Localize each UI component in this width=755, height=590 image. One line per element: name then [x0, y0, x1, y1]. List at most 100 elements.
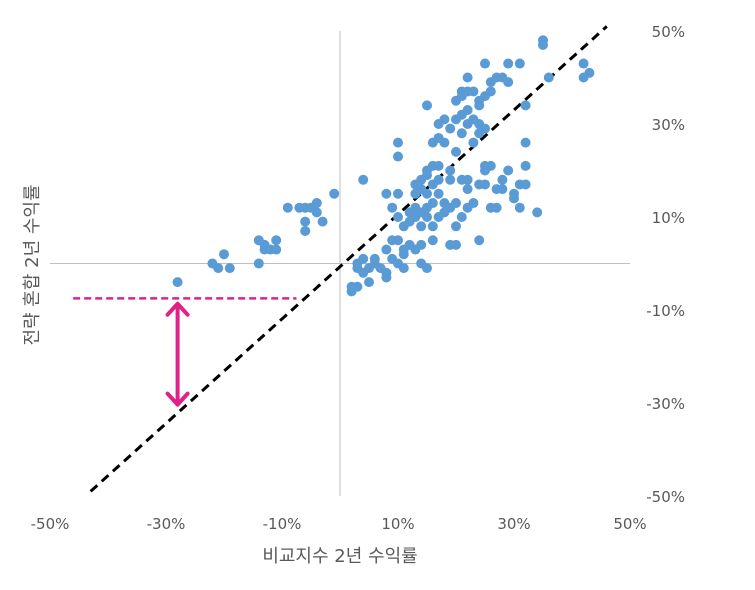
- data-point: [514, 58, 525, 69]
- data-point: [503, 165, 514, 176]
- data-point: [381, 188, 392, 199]
- data-point: [451, 198, 461, 209]
- y-tick-label: 50%: [652, 23, 685, 41]
- data-point: [433, 160, 444, 171]
- data-point: [427, 198, 438, 209]
- data-point: [468, 137, 479, 148]
- x-tick-label: -10%: [263, 515, 302, 533]
- data-point: [514, 202, 525, 213]
- data-point: [468, 86, 479, 97]
- data-point: [474, 235, 485, 246]
- data-point: [462, 105, 473, 116]
- data-point: [584, 67, 595, 78]
- y-tick-labels: 50% 30% 10% -10% -30% -50%: [646, 23, 685, 506]
- data-point: [219, 249, 229, 260]
- data-point: [393, 235, 403, 246]
- data-point: [433, 188, 444, 199]
- data-point: [422, 212, 432, 222]
- data-point: [480, 123, 490, 134]
- data-point: [497, 184, 508, 195]
- data-point: [456, 212, 467, 222]
- data-point: [462, 184, 473, 195]
- data-point: [456, 128, 467, 139]
- data-point: [462, 72, 473, 83]
- data-point: [503, 58, 514, 69]
- annotation-arrow-head-bottom: [165, 391, 190, 407]
- data-point: [520, 179, 531, 190]
- data-point: [416, 239, 427, 250]
- data-point: [381, 272, 392, 283]
- data-point: [451, 221, 461, 232]
- data-point: [480, 179, 490, 190]
- data-point: [213, 263, 224, 274]
- data-point: [387, 202, 398, 213]
- data-point: [358, 174, 369, 185]
- data-point: [503, 77, 514, 88]
- data-point: [416, 221, 427, 232]
- data-point: [520, 137, 531, 148]
- data-point: [352, 281, 363, 292]
- y-tick-label: -10%: [646, 302, 685, 320]
- y-tick-label: -30%: [646, 395, 685, 413]
- data-point: [271, 235, 282, 246]
- x-tick-label: 30%: [497, 515, 530, 533]
- x-tick-label: 10%: [381, 515, 414, 533]
- data-point: [433, 174, 444, 185]
- axes: [50, 31, 630, 496]
- x-tick-labels: -50% -30% -10% 10% 30% 50%: [31, 515, 647, 533]
- data-point: [445, 123, 456, 134]
- y-tick-label: -50%: [646, 488, 685, 506]
- data-point: [427, 221, 438, 232]
- data-point: [329, 188, 340, 199]
- data-point: [253, 258, 264, 269]
- data-point: [485, 160, 496, 171]
- data-point: [422, 263, 432, 274]
- reference-line: [89, 25, 608, 493]
- data-point: [520, 160, 531, 171]
- data-point: [497, 174, 508, 185]
- annotation-arrow-head-top: [165, 301, 190, 317]
- data-point: [393, 212, 403, 222]
- data-point: [364, 277, 374, 288]
- data-point: [172, 277, 183, 288]
- data-point: [300, 225, 311, 236]
- data-point: [538, 35, 548, 46]
- data-point: [369, 253, 380, 264]
- data-point: [271, 244, 282, 255]
- data-point: [398, 263, 409, 274]
- data-point: [311, 207, 322, 218]
- data-point: [311, 198, 322, 209]
- y-axis-label: 전략 혼합 2년 수익률: [22, 184, 43, 345]
- data-point: [393, 137, 403, 148]
- data-point: [393, 188, 403, 199]
- data-point: [543, 72, 554, 83]
- data-point: [358, 253, 369, 264]
- data-point: [445, 174, 456, 185]
- x-tick-label: -50%: [31, 515, 70, 533]
- data-point: [485, 86, 496, 97]
- y-tick-label: 30%: [652, 116, 685, 134]
- data-point: [422, 100, 432, 111]
- data-point: [422, 188, 432, 199]
- y-tick-label: 10%: [652, 209, 685, 227]
- x-tick-label: -30%: [147, 515, 186, 533]
- data-points: [172, 35, 595, 297]
- data-point: [468, 198, 479, 209]
- data-point: [427, 235, 438, 246]
- data-point: [451, 239, 461, 250]
- data-point: [282, 202, 293, 213]
- data-point: [439, 137, 450, 148]
- data-point: [381, 244, 392, 255]
- data-point: [317, 216, 328, 227]
- data-point: [445, 165, 456, 176]
- data-point: [300, 216, 311, 227]
- data-point: [532, 207, 543, 218]
- x-axis-label: 비교지수 2년 수익률: [262, 546, 417, 567]
- data-point: [509, 188, 519, 199]
- data-point: [224, 263, 235, 274]
- x-tick-label: 50%: [613, 515, 646, 533]
- annotation-group: [73, 297, 297, 407]
- data-point: [439, 114, 450, 125]
- data-point: [480, 58, 490, 69]
- data-point: [451, 146, 461, 157]
